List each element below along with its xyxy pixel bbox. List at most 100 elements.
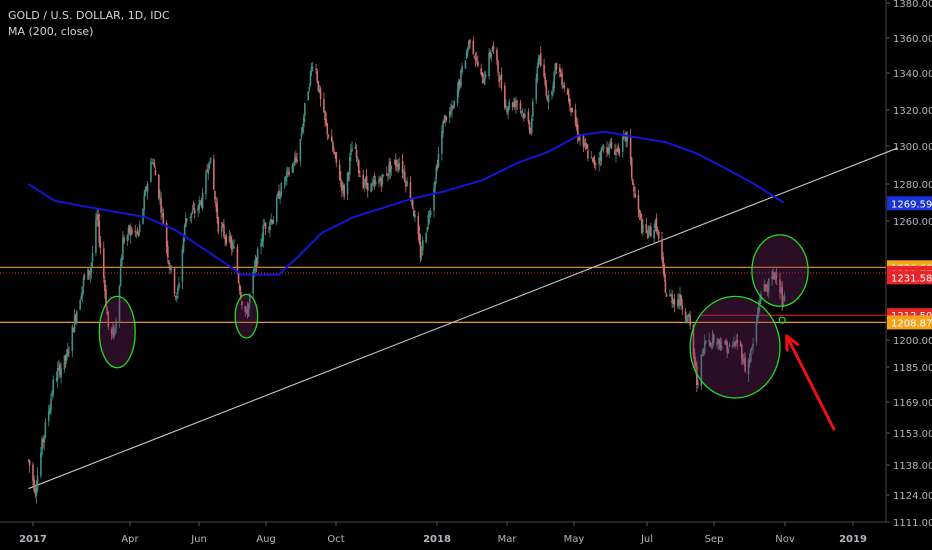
candle (697, 379, 699, 389)
circle-mar-2017 (98, 295, 136, 369)
candle-body (220, 226, 223, 232)
candle-body (560, 72, 562, 77)
candle-body (143, 195, 146, 210)
candle (434, 177, 436, 194)
candle (419, 234, 422, 263)
candle (159, 189, 161, 206)
candle (571, 107, 573, 113)
candle (774, 271, 777, 284)
candle-body (519, 102, 522, 110)
candle (453, 100, 456, 110)
candle (591, 158, 594, 163)
candle (618, 147, 621, 157)
candle-body (436, 165, 439, 168)
candle (421, 236, 424, 255)
candle-body (544, 77, 547, 85)
candle-body (398, 163, 400, 170)
candle-body (79, 299, 81, 310)
candle-body (508, 101, 511, 109)
candle-body (552, 85, 554, 91)
candle-body (40, 452, 42, 476)
candle (300, 127, 303, 140)
candle-body (402, 172, 405, 174)
candle (657, 229, 660, 243)
candle-body (419, 242, 422, 259)
candle-body (192, 207, 195, 209)
candle (356, 155, 359, 167)
candle-body (105, 290, 107, 307)
price-tag-label: 1231.58 (891, 273, 932, 284)
candle-body (256, 248, 259, 265)
candle-body (483, 77, 486, 86)
candle (28, 459, 31, 473)
candle-body (351, 148, 353, 152)
price-tag-bg (887, 270, 932, 285)
candle-body (201, 192, 204, 209)
candle (634, 186, 636, 198)
candle (464, 60, 467, 70)
candle (592, 156, 595, 164)
candle-body (484, 74, 487, 78)
candle (483, 70, 486, 86)
candle (732, 340, 734, 349)
candle (283, 176, 286, 189)
candle (482, 73, 485, 83)
candle-body (90, 262, 93, 273)
x-tick-label: Nov (775, 534, 795, 545)
candle-body (287, 168, 289, 171)
candle (601, 144, 604, 151)
candle-body (88, 270, 90, 275)
candle (703, 334, 706, 356)
candle (437, 146, 440, 168)
candle (104, 276, 106, 299)
candle-body (594, 163, 597, 165)
candle (387, 173, 389, 182)
candle-body (386, 173, 388, 176)
candle (381, 173, 384, 187)
candle (35, 480, 38, 504)
candle-body (63, 355, 66, 370)
candle (433, 181, 435, 218)
candle (766, 281, 769, 296)
candle-body (262, 225, 265, 242)
candle-body (703, 341, 706, 353)
candle (492, 41, 495, 54)
candle (325, 112, 327, 127)
candle-body (578, 137, 580, 141)
candle-body (457, 81, 460, 92)
candle-body (128, 225, 131, 234)
candle (199, 200, 202, 205)
candle-body (521, 111, 524, 113)
candle (670, 293, 672, 297)
candle-body (87, 268, 89, 280)
candle-body (80, 295, 83, 300)
candle (91, 245, 94, 268)
candle (304, 102, 306, 123)
candle (420, 246, 423, 261)
candle (656, 226, 659, 236)
candle-body (169, 266, 171, 270)
candle (339, 171, 342, 188)
candle-body (632, 179, 634, 185)
candle (160, 192, 162, 220)
candle (606, 141, 608, 158)
candle-body (118, 285, 121, 322)
candle (223, 219, 225, 240)
candle (646, 230, 649, 240)
candle (728, 342, 731, 348)
candle-body (488, 53, 490, 77)
candle-body (725, 341, 727, 345)
candle-body (773, 272, 776, 279)
candle-body (766, 289, 769, 293)
y-tick-label: 1111.00 (893, 518, 932, 529)
candle (520, 110, 523, 117)
candle (74, 313, 77, 325)
candle-body (614, 150, 616, 155)
candle-body (441, 131, 443, 154)
y-tick-label: 1138.00 (893, 461, 932, 472)
candle (469, 39, 471, 50)
candle-body (420, 251, 423, 256)
candle-body (710, 344, 713, 346)
candle-body (410, 200, 413, 202)
